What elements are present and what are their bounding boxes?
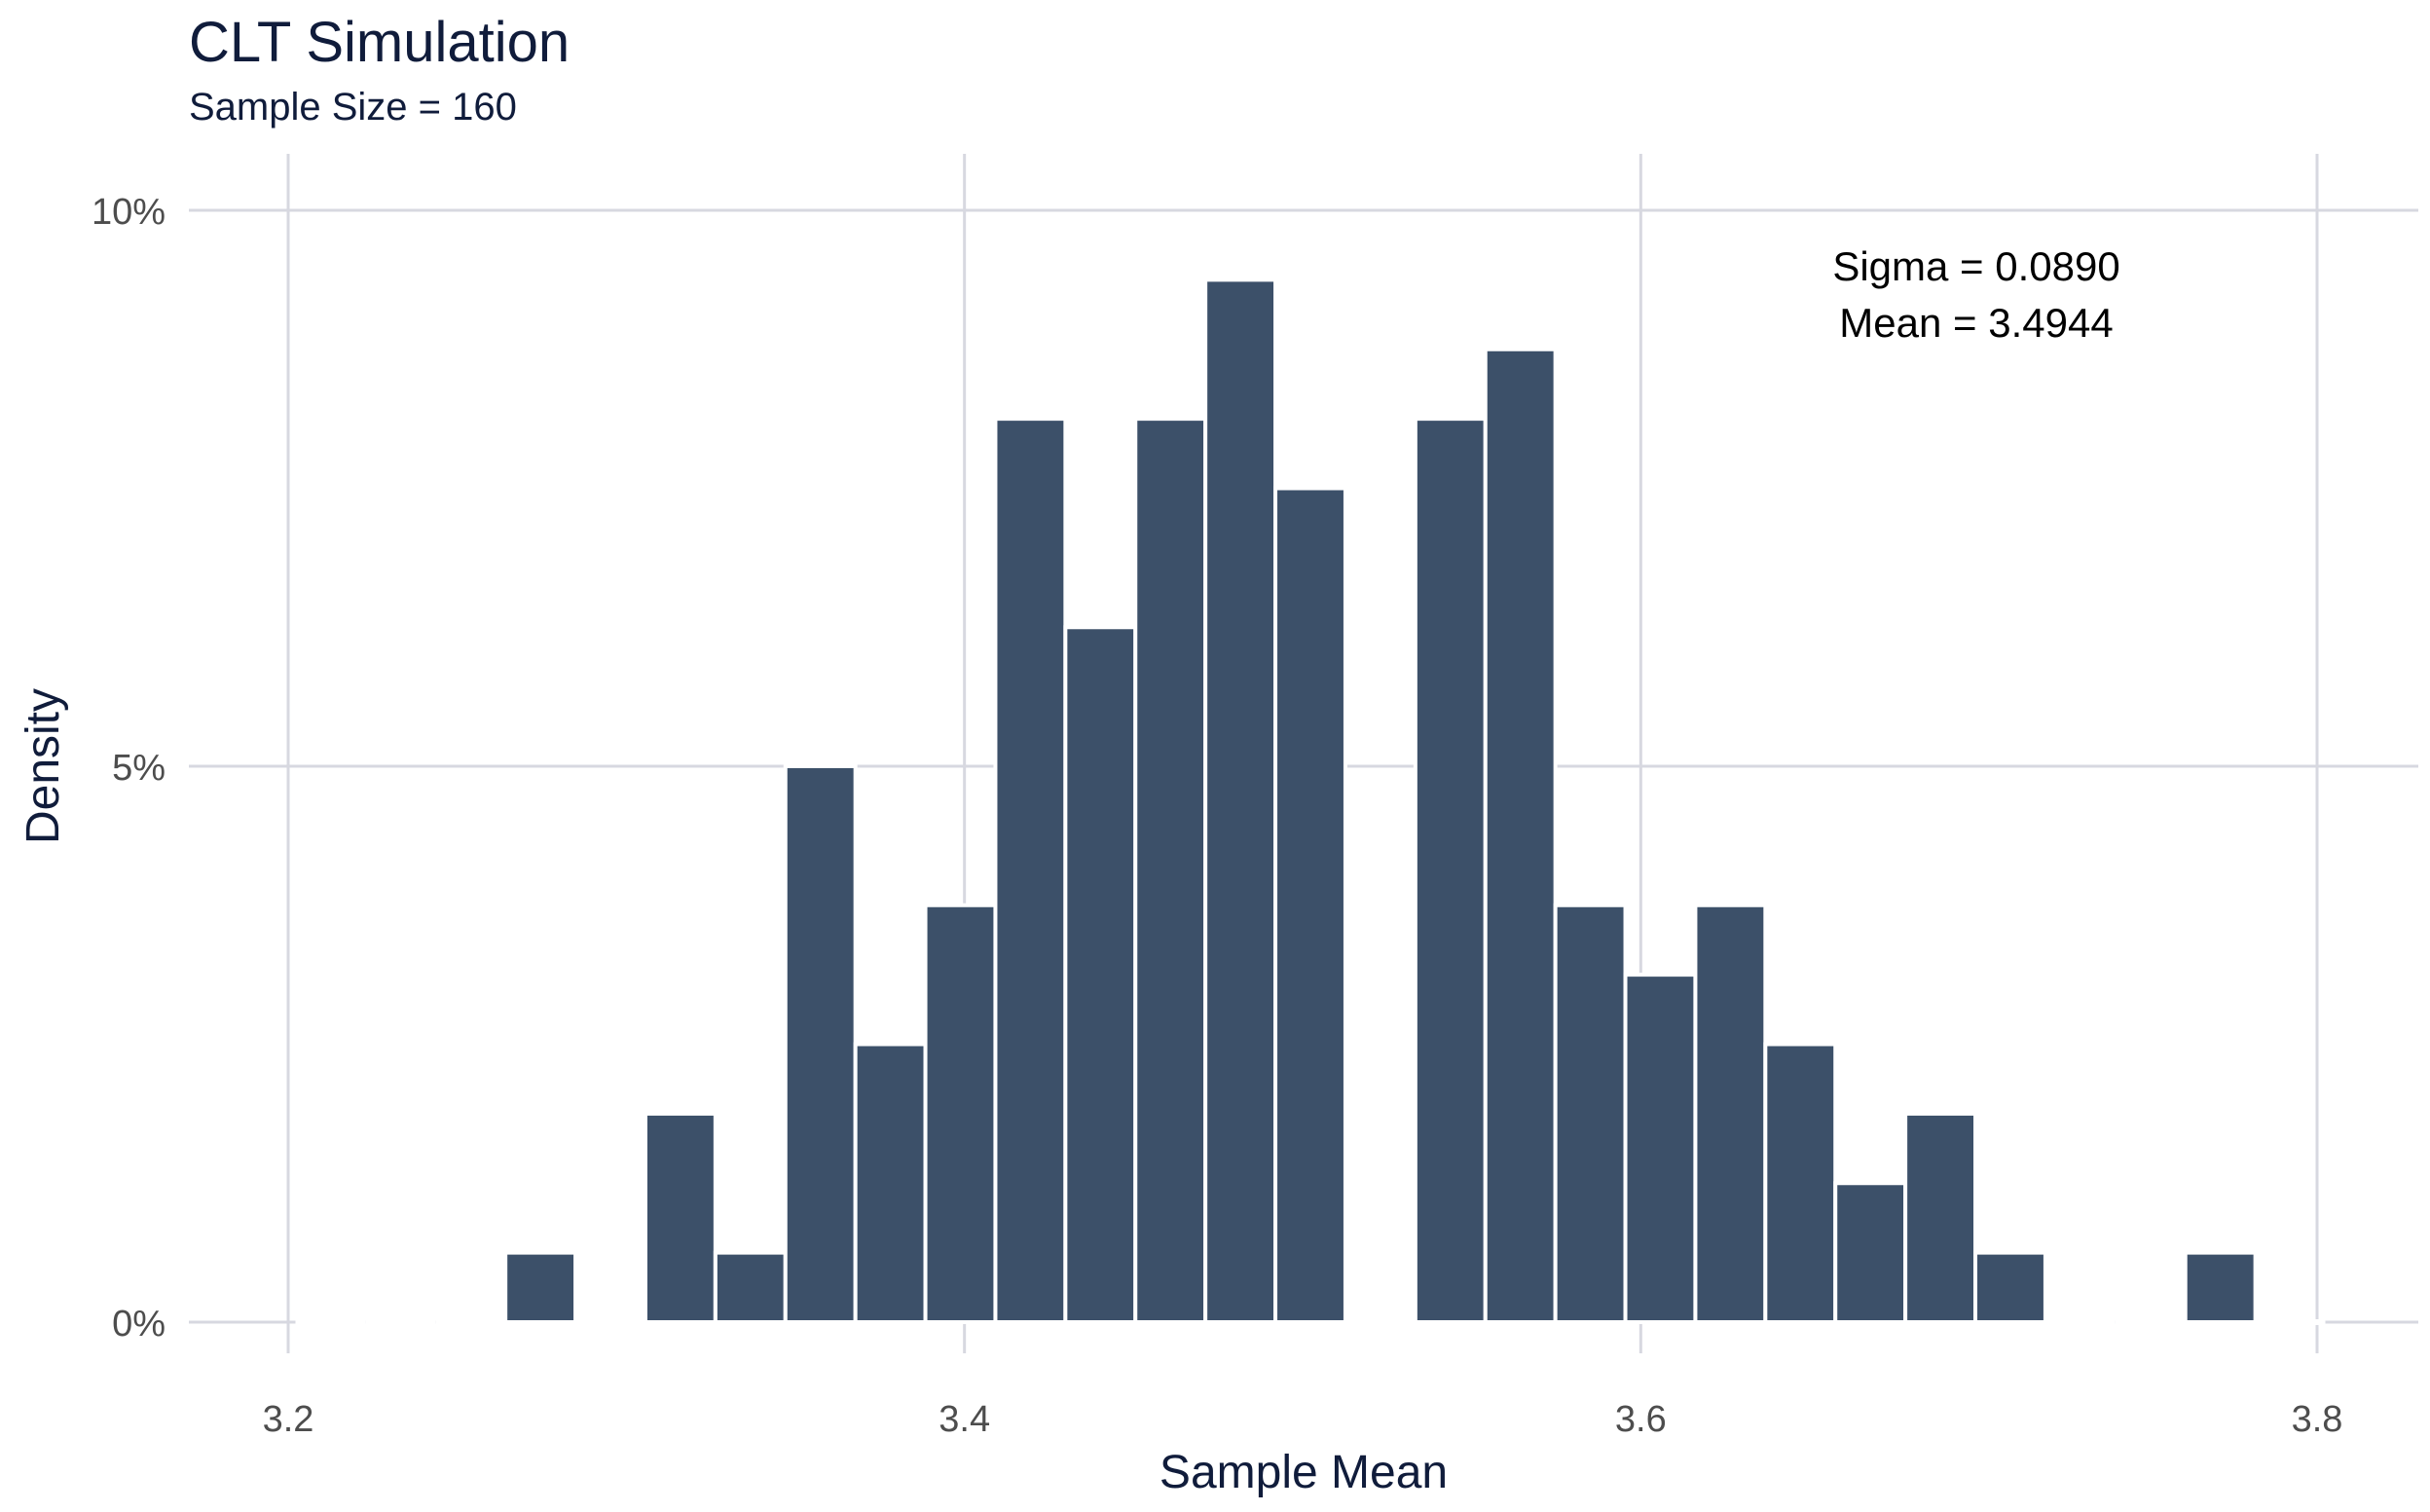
histogram-bar [503,1250,578,1324]
stat-annotation: Mean = 3.4944 [1839,300,2113,346]
histogram-bar [1203,277,1278,1324]
x-tick-label: 3.2 [263,1399,314,1440]
stat-annotation: Sigma = 0.0890 [1832,243,2119,289]
histogram-bar [1273,486,1347,1324]
histogram-bar [1413,417,1488,1324]
histogram-bar-empty [2115,1319,2186,1325]
histogram-bar [1973,1250,2047,1324]
histogram-bar [1693,903,1768,1324]
histogram-bar [853,1042,928,1324]
y-axis-title: Density [18,688,69,844]
histogram-bar [1483,347,1558,1324]
histogram-bar [1133,417,1208,1324]
histogram-bar-empty [2255,1319,2326,1325]
histogram-bar [923,903,998,1324]
histogram-bar-empty [2044,1319,2116,1325]
x-tick-label: 3.6 [1615,1399,1667,1440]
histogram-bar [643,1111,718,1324]
histogram-bar [1763,1042,1838,1324]
histogram-bars [295,277,2326,1325]
histogram-bar [1063,625,1138,1324]
histogram-bar [1623,973,1698,1324]
annotations: Sigma = 0.0890 Mean = 3.4944 [1832,243,2119,346]
histogram-bar-empty [295,1319,366,1325]
chart-title: CLT Simulation [189,11,571,74]
histogram-bar [713,1250,788,1324]
histogram-bar [2183,1250,2258,1324]
y-tick-label: 0% [112,1304,166,1345]
histogram-bar-empty [575,1319,645,1325]
histogram-bar [993,417,1068,1324]
histogram-bar-empty [365,1319,436,1325]
histogram-bar-empty [1344,1319,1416,1325]
x-tick-label: 3.4 [939,1399,990,1440]
histogram-bar-empty [435,1319,506,1325]
x-tick-label: 3.8 [2292,1399,2343,1440]
y-tick-label: 5% [112,748,166,789]
axis-ticks: 0% 5% 10% 3.2 3.4 3.6 3.8 [92,192,2342,1440]
chart-subtitle: Sample Size = 160 [189,86,517,129]
histogram-bar [1903,1111,1978,1324]
y-tick-label: 10% [92,192,166,233]
histogram-bar [783,764,858,1324]
histogram-bar [1833,1181,1908,1324]
x-axis-title: Sample Mean [1160,1447,1448,1498]
histogram-bar [1553,903,1628,1324]
